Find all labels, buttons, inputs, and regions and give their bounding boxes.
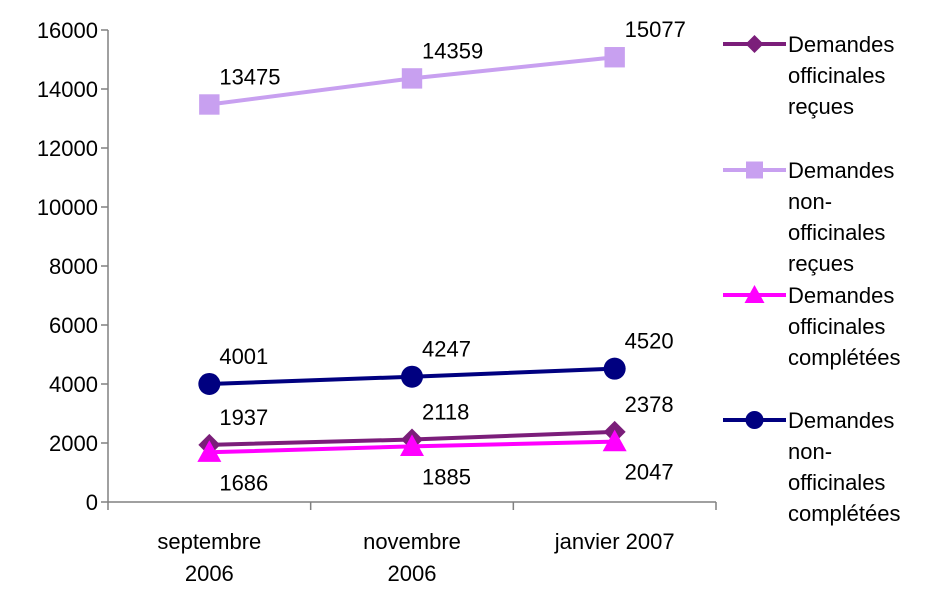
y-tick-label: 2000 [49, 431, 98, 456]
y-tick-label: 14000 [37, 77, 98, 102]
x-tick-label: janvier 2007 [554, 529, 675, 554]
data-point [197, 440, 222, 462]
data-label: 4001 [219, 344, 268, 369]
legend-label: Demandes non-officinales reçues [788, 158, 894, 276]
data-label: 2047 [625, 460, 674, 485]
y-tick-label: 12000 [37, 136, 98, 161]
data-point [603, 357, 626, 380]
y-tick-label: 6000 [49, 313, 98, 338]
legend-label: Demandes officinales complétées [788, 283, 901, 370]
data-label: 1885 [422, 464, 471, 489]
legend-label: Demandes officinales reçues [788, 32, 894, 119]
data-label: 14359 [422, 38, 483, 63]
x-tick-label: septembre 2006 [157, 529, 261, 586]
chart-axes: 0 2000 4000 6000 8000 10000 12000 14000 16000 sep… [37, 18, 717, 586]
data-label: 4247 [422, 337, 471, 362]
y-tick-label: 0 [86, 490, 98, 515]
legend-marker [746, 161, 763, 179]
legend-item-3: Demandes non-officinales complétées [723, 408, 901, 526]
legend-label: Demandes non-officinales complétées [788, 408, 901, 526]
series-2: 1686 1885 2047 [197, 429, 674, 495]
y-tick-label: 10000 [37, 195, 98, 220]
y-tick-label: 4000 [49, 372, 98, 397]
data-label: 4520 [625, 329, 674, 354]
series-1: 13475 14359 15077 [199, 17, 686, 115]
data-label: 2118 [422, 400, 469, 425]
data-label: 1937 [219, 405, 268, 430]
data-label: 1686 [219, 470, 268, 495]
data-label: 13475 [219, 64, 280, 89]
data-label: 15077 [625, 17, 686, 42]
y-tick-label: 8000 [49, 254, 98, 279]
legend-item-1: Demandes non-officinales reçues [723, 158, 894, 276]
legend-item-0: Demandes officinales reçues [723, 32, 894, 119]
data-point [400, 434, 424, 456]
legend-marker [745, 411, 764, 429]
x-tick-label: novembre 2006 [363, 529, 461, 586]
data-point [199, 94, 220, 115]
legend-item-2: Demandes officinales complétées [723, 283, 901, 370]
y-tick-label: 16000 [37, 18, 98, 43]
data-point [602, 429, 627, 452]
data-point [604, 47, 625, 68]
chart-legend: Demandes officinales reçues Demandes non-off… [723, 32, 901, 526]
data-label: 2378 [625, 392, 674, 417]
legend-marker [745, 35, 764, 53]
data-point [401, 68, 423, 89]
series-3: 4001 4247 4520 [198, 329, 674, 395]
data-point [401, 365, 423, 388]
data-point [198, 372, 221, 395]
legend-marker [744, 285, 765, 303]
chart-series: 1937 2118 2378 13475 14359 15077 1686 1885 2047 4… [197, 17, 686, 495]
